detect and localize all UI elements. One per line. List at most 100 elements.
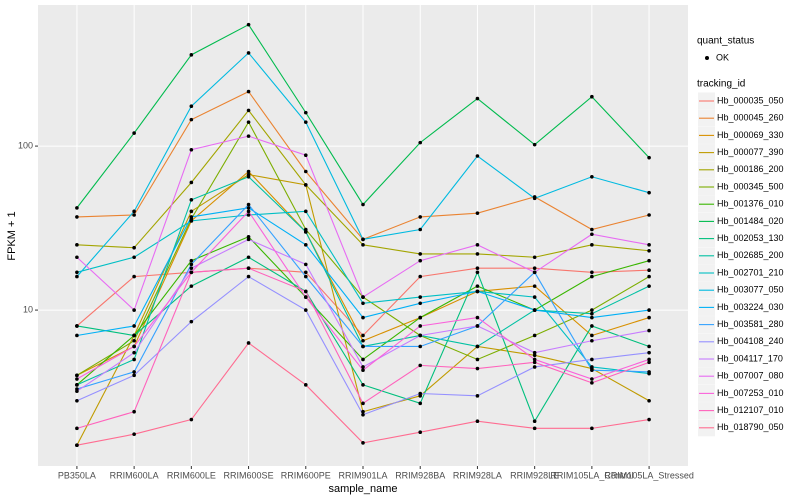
point — [75, 389, 79, 394]
legend-title: tracking_id — [697, 79, 745, 90]
point — [532, 295, 537, 299]
point — [303, 289, 308, 294]
x-tick-label: RRIM600SE — [224, 470, 274, 480]
legend-label: Hb_000077_390 — [717, 147, 784, 157]
point — [647, 213, 651, 217]
point — [361, 338, 365, 343]
x-tick-label: RRIM928LE — [510, 470, 559, 480]
x-tick-label: PB350LA — [58, 470, 96, 480]
point — [647, 155, 651, 160]
legend-label: Hb_002701_210 — [717, 267, 784, 277]
point — [246, 51, 251, 55]
point — [132, 274, 136, 279]
legend-label: Hb_000069_330 — [717, 130, 784, 140]
point — [647, 360, 651, 365]
point — [132, 308, 136, 312]
point — [418, 391, 423, 396]
point — [246, 134, 251, 138]
point — [132, 324, 136, 328]
point — [647, 258, 651, 263]
point — [590, 315, 594, 320]
point — [532, 357, 537, 362]
point — [475, 394, 480, 398]
point — [475, 270, 480, 275]
point — [361, 237, 365, 242]
point — [132, 370, 136, 374]
point — [189, 53, 194, 57]
legend-label: Hb_004117_170 — [717, 353, 783, 363]
point — [132, 373, 136, 378]
point — [532, 255, 537, 260]
point — [590, 324, 594, 328]
point — [418, 215, 423, 219]
point — [475, 154, 480, 158]
legend-label: Hb_004108_240 — [717, 336, 784, 346]
point — [590, 426, 594, 431]
point — [590, 377, 594, 381]
point — [590, 368, 594, 372]
point — [475, 266, 480, 271]
point — [132, 432, 136, 437]
point — [132, 255, 136, 260]
legend-label: Hb_007007_080 — [717, 371, 784, 381]
point — [418, 344, 423, 349]
point — [590, 94, 594, 99]
points — [75, 22, 651, 447]
point — [189, 266, 194, 271]
point — [532, 365, 537, 369]
point — [303, 209, 308, 214]
point — [189, 180, 194, 185]
point — [532, 419, 537, 424]
point — [647, 370, 651, 374]
point — [532, 270, 537, 275]
x-tick-label: RRIM928LA — [453, 470, 502, 480]
x-tick-label: RRIM105LA_Stressed — [604, 470, 694, 480]
point — [303, 169, 308, 174]
legend-label: Hb_000045_260 — [717, 113, 784, 123]
point — [75, 270, 79, 275]
point — [475, 357, 480, 362]
x-tick-label: RRIM105LA_Control — [550, 470, 633, 480]
point — [647, 398, 651, 403]
legend-label: Hb_001484_020 — [717, 216, 784, 226]
point — [132, 357, 136, 362]
legend-label: OK — [716, 52, 729, 62]
legend-title: quant_status — [697, 36, 754, 47]
point — [75, 377, 79, 381]
point — [647, 315, 651, 320]
legend-label: Hb_003077_050 — [717, 285, 784, 295]
point — [246, 266, 251, 271]
legend-label: Hb_000345_500 — [717, 181, 784, 191]
point — [475, 243, 480, 247]
legend-label: Hb_000186_200 — [717, 164, 784, 174]
point — [246, 89, 251, 94]
point — [361, 412, 365, 417]
x-tick-label: RRIM600LE — [167, 470, 216, 480]
point — [361, 295, 365, 299]
point — [532, 426, 537, 431]
point — [361, 409, 365, 414]
point — [590, 308, 594, 312]
point — [590, 338, 594, 343]
point — [189, 117, 194, 122]
point — [189, 284, 194, 288]
legend-label: Hb_012107_010 — [717, 405, 784, 415]
point — [189, 270, 194, 275]
point — [647, 357, 651, 362]
point — [418, 363, 423, 368]
legend-label: Hb_001376_010 — [717, 199, 784, 209]
point — [475, 324, 480, 328]
point — [475, 344, 480, 349]
point — [189, 262, 194, 267]
point — [590, 243, 594, 247]
legend-label: Hb_003581_280 — [717, 319, 784, 329]
point — [361, 368, 365, 372]
point — [361, 401, 365, 406]
x-tick-label: RRIM928BA — [395, 470, 445, 480]
point — [361, 243, 365, 247]
point — [647, 243, 651, 247]
point — [303, 243, 308, 247]
point — [532, 196, 537, 201]
point — [532, 360, 537, 365]
